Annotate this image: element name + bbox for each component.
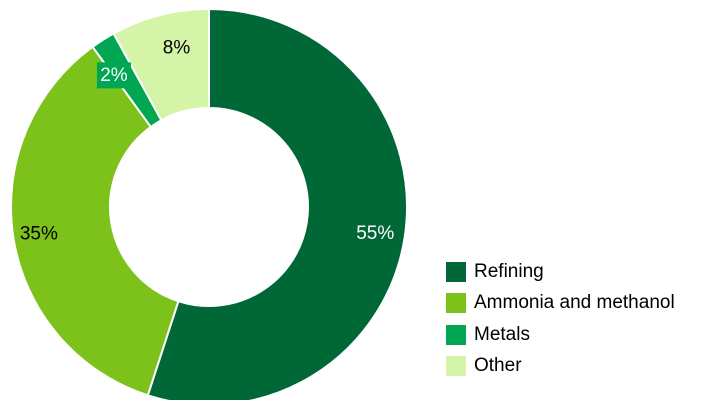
- legend-swatch-refining: [446, 262, 466, 282]
- legend-label-metals: Metals: [474, 324, 530, 346]
- legend-swatch-ammonia-and-methanol: [446, 293, 466, 313]
- legend-swatch-other: [446, 356, 466, 376]
- slice-label-other: 8%: [163, 37, 191, 58]
- legend-label-refining: Refining: [474, 261, 544, 283]
- legend-swatch-metals: [446, 325, 466, 345]
- legend-item-metals: Metals: [446, 319, 675, 351]
- slice-label-ammonia-and-methanol: 35%: [20, 223, 58, 244]
- legend: Refining Ammonia and methanol Metals Oth…: [446, 256, 675, 382]
- legend-item-ammonia-and-methanol: Ammonia and methanol: [446, 288, 675, 320]
- legend-item-refining: Refining: [446, 256, 675, 288]
- slice-label-refining: 55%: [356, 223, 394, 244]
- legend-label-other: Other: [474, 355, 522, 377]
- legend-label-ammonia-and-methanol: Ammonia and methanol: [474, 292, 675, 314]
- slice-label-metals: 2%: [100, 65, 128, 86]
- legend-item-other: Other: [446, 351, 675, 383]
